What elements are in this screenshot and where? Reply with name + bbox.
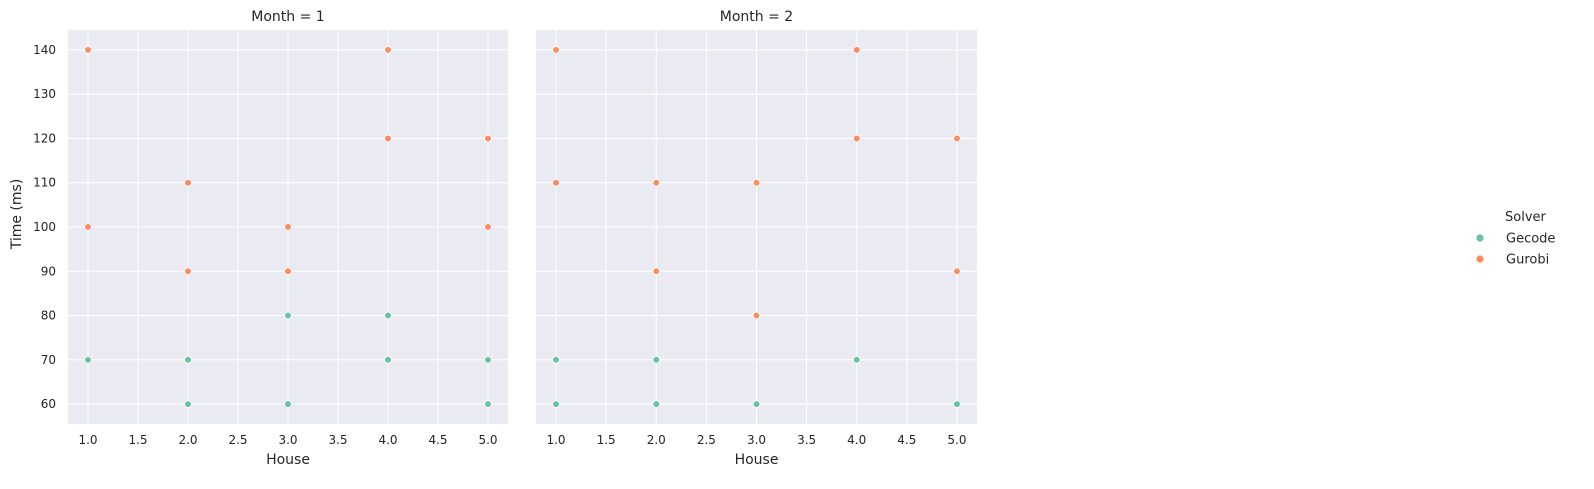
data-point [184, 178, 192, 187]
panel-2: 1.0 1.5 2.0 2.5 3.0 3.5 4.0 4.5 5.0 Month = 2 Hous… [536, 9, 977, 468]
data-point [652, 356, 661, 364]
data-point [184, 400, 192, 408]
x-tick-label: 1.5 [128, 433, 147, 447]
y-tick-label: 130 [33, 87, 56, 101]
data-point [84, 223, 92, 231]
y-tick-label: 80 [41, 309, 56, 323]
data-point [84, 46, 92, 54]
legend-marker [1475, 254, 1485, 264]
legend: Solver Gecode Gurobi [1475, 210, 1555, 268]
x-tick-label: 1.5 [597, 433, 616, 447]
data-point [652, 178, 661, 187]
x-tick-label: 5.0 [478, 433, 497, 447]
x-tick-label: 2.5 [228, 433, 247, 447]
series-gurobi [552, 46, 961, 320]
series-gecode [552, 356, 961, 408]
x-tick-label: 5.0 [947, 433, 966, 447]
data-point [652, 267, 661, 276]
y-tick-label: 120 [33, 131, 56, 145]
x-tick-label: 2.5 [697, 433, 716, 447]
x-tick-label: 4.5 [428, 433, 447, 447]
x-tick-label: 2.0 [647, 433, 666, 447]
legend-label: Gurobi [1506, 253, 1549, 268]
x-axis-label: House [735, 452, 779, 468]
x-tick-label: 3.5 [797, 433, 816, 447]
data-point [484, 356, 492, 364]
data-point [284, 400, 292, 408]
legend-label: Gecode [1506, 232, 1555, 247]
data-point [752, 311, 761, 320]
x-tick-label: 1.0 [78, 433, 97, 447]
panel-title: Month = 1 [251, 9, 324, 25]
data-point [752, 178, 761, 187]
y-tick-label: 110 [33, 176, 56, 190]
x-tick-label: 1.0 [546, 433, 565, 447]
data-point [484, 400, 492, 408]
data-point [184, 356, 192, 364]
data-point [284, 311, 292, 320]
data-point [484, 223, 492, 231]
legend-marker [1475, 233, 1485, 243]
legend-title: Solver [1505, 210, 1547, 225]
panel-title: Month = 2 [720, 9, 793, 25]
panel-1: 1.0 1.5 2.0 2.5 3.0 3.5 4.0 4.5 5.0 60 70 80 90 100 11… [33, 9, 508, 468]
data-point [384, 134, 392, 143]
data-point [953, 267, 961, 276]
data-point [84, 356, 92, 364]
data-point [953, 134, 961, 143]
x-tick-label: 4.0 [378, 433, 397, 447]
data-point [384, 311, 392, 320]
data-point [384, 46, 392, 54]
data-point [552, 400, 560, 408]
data-point [852, 46, 861, 54]
y-tick-label: 100 [33, 220, 56, 234]
data-point [184, 267, 192, 276]
panels-layer: 1.0 1.5 2.0 2.5 3.0 3.5 4.0 4.5 5.0 60 70 80 90 100 11… [33, 9, 977, 468]
x-tick-label: 3.5 [328, 433, 347, 447]
data-point [484, 134, 492, 143]
x-tick-label: 3.0 [747, 433, 766, 447]
data-point [384, 356, 392, 364]
legend-entries: Gecode Gurobi [1475, 232, 1555, 268]
x-tick-label: 3.0 [278, 433, 297, 447]
y-tick-label: 140 [33, 43, 56, 57]
data-point [852, 134, 861, 143]
data-point [652, 400, 661, 408]
data-point [284, 267, 292, 276]
data-point [852, 356, 861, 364]
data-point [752, 400, 761, 408]
x-tick-label: 4.0 [847, 433, 866, 447]
data-point [552, 46, 560, 54]
x-tick-label: 4.5 [897, 433, 916, 447]
y-tick-label: 90 [41, 264, 56, 278]
data-point [552, 356, 560, 364]
y-axis-label: Time (ms) [9, 179, 25, 251]
series-gecode [84, 311, 492, 408]
y-tick-label: 60 [41, 397, 56, 411]
data-point [284, 223, 292, 231]
x-tick-label: 2.0 [178, 433, 197, 447]
y-tick-label: 70 [41, 353, 56, 367]
data-point [552, 178, 560, 187]
data-point [953, 400, 961, 408]
series-gurobi [84, 46, 492, 276]
x-axis-label: House [266, 452, 310, 468]
